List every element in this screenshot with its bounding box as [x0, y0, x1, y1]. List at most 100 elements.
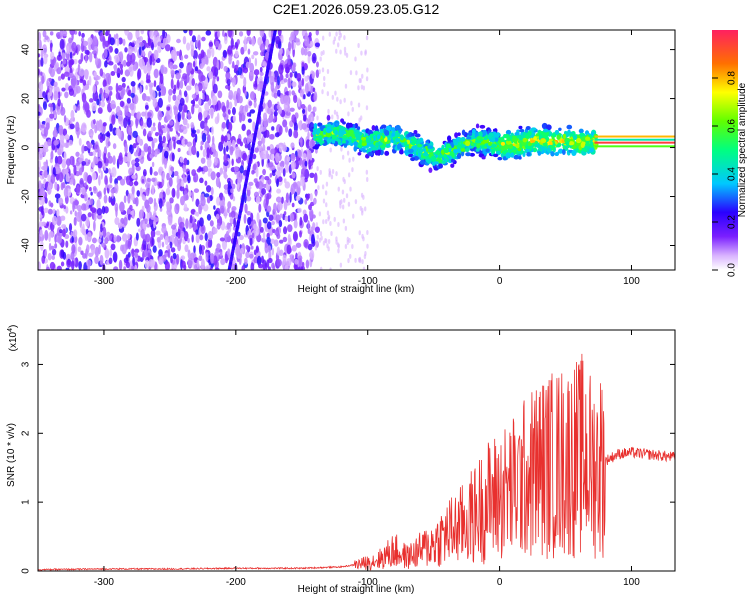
heatmap-cell	[224, 84, 231, 90]
heatmap-cell	[85, 218, 90, 227]
heatmap-cell	[128, 167, 134, 176]
heatmap-cell	[211, 126, 214, 135]
heatmap-cell	[270, 81, 275, 93]
heatmap-cell	[175, 121, 180, 132]
heatmap-cell	[231, 259, 237, 265]
heatmap-cell	[457, 132, 461, 137]
snr-ylabel: SNR (10 * v/v)	[6, 423, 17, 487]
heatmap-cell	[69, 58, 75, 65]
heatmap-cell	[252, 153, 257, 160]
heatmap-cell	[358, 256, 362, 262]
heatmap-cell	[299, 230, 302, 238]
heatmap-cell	[266, 221, 272, 230]
heatmap-cell	[247, 48, 251, 55]
heatmap-cell	[153, 197, 157, 207]
heatmap-cell	[86, 231, 92, 243]
heatmap-cell	[318, 211, 322, 217]
heatmap-cell	[483, 139, 489, 144]
heatmap-cell	[235, 243, 241, 254]
heatmap-cell	[230, 210, 236, 218]
heatmap-cell	[43, 170, 48, 179]
heatmap-cell	[54, 242, 58, 249]
heatmap-cell	[113, 63, 118, 74]
heatmap-cell	[62, 228, 66, 238]
heatmap-cell	[234, 50, 239, 58]
heatmap-cell	[42, 30, 47, 38]
colorbar: 0.0 0.2 0.4 0.6 0.8 Normalized spectral ampl…	[712, 30, 748, 277]
heatmap-cell	[53, 81, 58, 88]
heatmap-cell	[267, 257, 273, 264]
heatmap-cell	[297, 266, 304, 270]
heatmap-cell	[566, 141, 570, 146]
heatmap-cell	[183, 104, 188, 113]
heatmap-cell	[331, 114, 334, 120]
heatmap-cell	[307, 50, 312, 57]
heatmap-cell	[184, 54, 189, 59]
heatmap-cell	[265, 182, 271, 191]
heatmap-cell	[228, 56, 233, 62]
heatmap-cell	[63, 205, 66, 210]
colorbar-tick-label: 0.6	[727, 119, 738, 133]
heatmap-cell	[227, 134, 231, 141]
heatmap-cell	[227, 30, 233, 38]
heatmap-cell	[142, 169, 147, 177]
heatmap-cell	[46, 221, 49, 227]
heatmap-cell	[206, 134, 211, 144]
heatmap-cell	[284, 264, 289, 270]
heatmap-cell	[233, 166, 239, 172]
heatmap-cell	[80, 250, 84, 255]
heatmap-cell	[216, 76, 220, 82]
heatmap-cell	[73, 164, 77, 176]
heatmap-cell	[178, 94, 182, 100]
heatmap-cell	[273, 202, 277, 213]
heatmap-cell	[134, 264, 138, 270]
heatmap-cell	[44, 197, 48, 204]
heatmap-cell	[128, 66, 133, 73]
heatmap-cell	[478, 131, 483, 138]
heatmap-cell	[262, 168, 266, 176]
heatmap-cell	[461, 129, 466, 136]
heatmap-cell	[404, 141, 408, 146]
heatmap-cell	[103, 164, 107, 171]
heatmap-cell	[282, 144, 287, 152]
heatmap-cell	[99, 254, 104, 266]
heatmap-cell	[38, 142, 41, 148]
heatmap-cell	[221, 135, 226, 142]
heatmap-cell	[386, 125, 392, 131]
heatmap-cell	[216, 222, 221, 230]
heatmap-cell	[38, 119, 41, 130]
heatmap-cell	[118, 116, 123, 122]
heatmap-cell	[353, 145, 358, 152]
heatmap-cell	[345, 52, 349, 58]
heatmap-cell	[285, 66, 290, 74]
heatmap-cell	[256, 212, 260, 223]
heatmap-cell	[313, 197, 317, 205]
heatmap-cell	[254, 147, 259, 153]
heatmap-cell	[242, 152, 248, 161]
heatmap-cell	[267, 107, 272, 115]
heatmap-cell	[216, 171, 221, 178]
heatmap-cell	[251, 54, 255, 60]
heatmap-cell	[347, 258, 350, 264]
heatmap-cell	[58, 124, 64, 136]
heatmap-cell	[140, 80, 144, 86]
heatmap-cell	[43, 147, 49, 153]
heatmap-cell	[223, 153, 228, 164]
heatmap-cell	[338, 200, 342, 206]
heatmap-cell	[110, 243, 116, 251]
heatmap-cell	[43, 54, 48, 65]
heatmap-cell	[572, 151, 577, 155]
heatmap-cell	[133, 151, 139, 157]
heatmap-cell	[146, 223, 151, 228]
heatmap-cell	[490, 143, 496, 148]
heatmap-cell	[39, 229, 43, 238]
heatmap-cell	[292, 231, 298, 242]
heatmap-cell	[562, 133, 567, 139]
heatmap-cell	[305, 193, 310, 201]
heatmap-cell	[271, 126, 275, 131]
heatmap-cell	[144, 182, 151, 189]
heatmap-cell	[108, 85, 113, 91]
heatmap-cell	[261, 237, 267, 243]
heatmap-cell	[54, 181, 58, 190]
